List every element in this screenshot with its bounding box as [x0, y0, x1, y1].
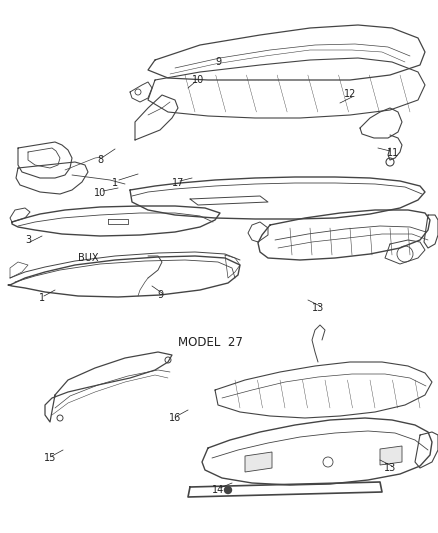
Text: 1: 1 — [112, 178, 118, 188]
Text: 17: 17 — [172, 178, 184, 188]
Text: 12: 12 — [344, 89, 356, 99]
Polygon shape — [380, 446, 402, 465]
Text: 9: 9 — [157, 290, 163, 300]
Text: BUX: BUX — [78, 253, 98, 263]
Text: 15: 15 — [44, 453, 56, 463]
Polygon shape — [245, 452, 272, 472]
Text: 10: 10 — [192, 75, 204, 85]
Text: 11: 11 — [387, 148, 399, 158]
Text: 9: 9 — [215, 57, 221, 67]
Text: 1: 1 — [39, 293, 45, 303]
Text: 8: 8 — [97, 155, 103, 165]
Text: 14: 14 — [212, 485, 224, 495]
Text: 3: 3 — [25, 235, 31, 245]
Text: 13: 13 — [312, 303, 324, 313]
Text: 13: 13 — [384, 463, 396, 473]
Text: 16: 16 — [169, 413, 181, 423]
Text: MODEL  27: MODEL 27 — [177, 335, 243, 349]
Text: 10: 10 — [94, 188, 106, 198]
Circle shape — [225, 487, 232, 494]
